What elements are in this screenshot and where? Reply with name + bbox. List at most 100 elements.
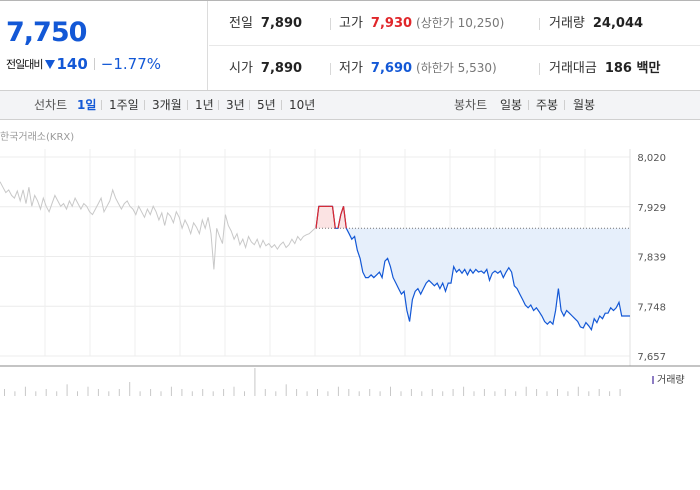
- up-segment: [340, 206, 345, 215]
- stat-low: 저가 7,690 (하한가 5,530): [339, 46, 497, 91]
- volume-bar: [504, 389, 506, 396]
- tab-divider: [528, 100, 529, 110]
- volume-bar: [358, 391, 360, 396]
- volume-bar: [56, 391, 58, 396]
- volume-bar: [598, 389, 600, 396]
- tab-daily-candle[interactable]: 일봉: [500, 98, 523, 112]
- volume-bar: [14, 391, 16, 396]
- stat-high: 고가 7,930 (상한가 10,250): [339, 1, 504, 46]
- volume-legend: 거래량: [652, 371, 685, 386]
- tab-5y[interactable]: 5년: [257, 98, 276, 112]
- up-segment: [331, 206, 336, 229]
- stat-divider: [330, 18, 331, 30]
- volume-bar: [473, 391, 475, 396]
- change-percent: −1.77%: [100, 55, 162, 73]
- stat-label: 전일: [229, 16, 253, 31]
- tab-1d[interactable]: 1일: [77, 98, 97, 112]
- stats-row: 시가 7,890 저가 7,690 (하한가 5,530) 거래대금 186 백만: [209, 46, 700, 91]
- volume-bar: [129, 382, 131, 396]
- volume-bar: [410, 389, 412, 396]
- volume-bar: [181, 389, 183, 396]
- volume-bar: [609, 391, 611, 396]
- quote-header: 7,750 전일대비 140 −1.77% 전일 7,890 고가 7,930 (상한가 …: [0, 0, 700, 91]
- tab-weekly-candle[interactable]: 주봉: [536, 98, 559, 112]
- volume-bar: [66, 384, 68, 396]
- stat-label: 거래량: [549, 16, 585, 31]
- line-chart-label: 선차트: [34, 98, 68, 112]
- stat-turnover: 거래대금 186 백만: [549, 46, 660, 91]
- tab-1y[interactable]: 1년: [195, 98, 214, 112]
- above-baseline-area: [316, 206, 630, 229]
- volume-bar: [212, 391, 214, 396]
- volume-bar: [317, 389, 318, 396]
- volume-bar: [118, 389, 120, 396]
- volume-bar: [463, 386, 465, 396]
- volume-bar: [191, 391, 193, 396]
- tab-divider: [187, 100, 188, 110]
- stat-open: 시가 7,890: [229, 46, 302, 91]
- volume-bar: [296, 389, 298, 396]
- volume-bar: [275, 391, 277, 396]
- volume-bar: [160, 391, 162, 396]
- stat-divider: [539, 18, 540, 30]
- volume-bar: [264, 389, 266, 396]
- volume-bar: [35, 391, 37, 396]
- up-segment: [315, 206, 320, 229]
- volume-bar: [24, 386, 26, 396]
- volume-bar: [442, 391, 444, 396]
- upper-limit: (상한가 10,250): [416, 16, 505, 30]
- stat-value: 7,890: [260, 16, 303, 31]
- volume-bar: [285, 384, 287, 396]
- stat-value: 7,890: [260, 61, 303, 76]
- y-axis: 8,020 7,929 7,839 7,748 7,657: [637, 153, 666, 363]
- tab-10y[interactable]: 10년: [289, 98, 316, 112]
- tab-divider: [281, 100, 282, 110]
- volume-bar: [254, 368, 256, 396]
- volume-bar: [525, 386, 527, 396]
- quote-stats: 전일 7,890 고가 7,930 (상한가 10,250) 거래량 24,044 시가…: [209, 1, 700, 91]
- volume-bar: [4, 389, 5, 396]
- candle-chart-label: 봉차트: [454, 98, 488, 112]
- stat-value: 7,690: [370, 61, 413, 76]
- volume-bars: [4, 368, 621, 396]
- volume-bar: [515, 391, 517, 396]
- stat-label: 거래대금: [549, 61, 597, 76]
- tab-divider: [249, 100, 250, 110]
- volume-bar: [379, 391, 381, 396]
- volume-bar: [97, 389, 99, 396]
- tab-3y[interactable]: 3년: [226, 98, 245, 112]
- volume-bar: [577, 386, 579, 396]
- stat-value: 7,930: [370, 16, 413, 31]
- volume-bar: [77, 391, 78, 396]
- stat-label: 시가: [229, 61, 253, 76]
- volume-bar: [567, 391, 569, 396]
- down-arrow-icon: [45, 59, 56, 69]
- volume-bar: [223, 389, 225, 396]
- y-tick-label: 8,020: [637, 153, 666, 164]
- stat-label: 고가: [339, 16, 363, 31]
- y-tick-label: 7,839: [637, 253, 666, 264]
- tab-monthly-candle[interactable]: 월봉: [573, 98, 596, 112]
- volume-bar: [233, 386, 235, 396]
- volume-bar: [306, 391, 308, 396]
- tab-divider: [564, 100, 565, 110]
- today-price-line: [315, 205, 630, 332]
- volume-bar: [390, 386, 391, 396]
- stat-divider: [539, 63, 540, 75]
- volume-bar: [536, 389, 538, 396]
- tab-1w[interactable]: 1주일: [109, 98, 139, 112]
- change-label: 전일대비: [6, 58, 43, 71]
- tab-divider: [144, 100, 145, 110]
- volume-bar: [400, 391, 402, 396]
- stat-volume: 거래량 24,044: [549, 1, 643, 46]
- volume-bar: [337, 386, 339, 396]
- current-price: 7,750: [6, 17, 87, 48]
- volume-bar: [150, 389, 152, 396]
- tab-3m[interactable]: 3개월: [152, 98, 182, 112]
- volume-bar: [557, 389, 558, 396]
- change-divider: [93, 58, 95, 70]
- volume-bar: [483, 389, 485, 396]
- stat-value: 186 백만: [604, 61, 661, 76]
- volume-bar: [108, 391, 110, 396]
- y-tick-label: 7,929: [637, 203, 666, 214]
